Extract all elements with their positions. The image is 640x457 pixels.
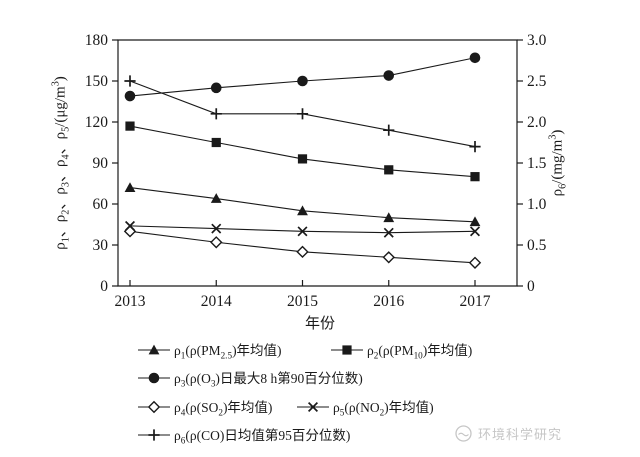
watermark: 环境科学研究 — [455, 424, 562, 443]
svg-text:180: 180 — [85, 32, 109, 49]
svg-text:0: 0 — [527, 278, 535, 295]
svg-text:2013: 2013 — [115, 293, 146, 310]
svg-text:2014: 2014 — [201, 293, 232, 310]
svg-text:1.0: 1.0 — [527, 196, 547, 213]
legend-item-rho5: ρ5(ρ(NO2)年均值) — [296, 396, 434, 418]
legend-label-rho5: ρ5(ρ(NO2)年均值) — [333, 400, 434, 418]
legend-label-rho1: ρ1(ρ(PM2.5)年均值) — [174, 343, 282, 361]
journal-logo-icon — [455, 425, 472, 442]
x-axis-label: 年份 — [304, 316, 336, 332]
svg-text:120: 120 — [85, 114, 109, 131]
diamond-open-marker-icon — [138, 400, 170, 414]
svg-text:0.5: 0.5 — [527, 237, 547, 254]
svg-text:0: 0 — [100, 278, 108, 295]
legend-item-rho1: ρ1(ρ(PM2.5)年均值) — [137, 339, 282, 361]
watermark-text: 环境科学研究 — [478, 427, 563, 442]
circle-filled-marker-icon — [138, 372, 170, 384]
plus-marker-icon — [138, 429, 170, 441]
svg-text:3.0: 3.0 — [527, 32, 547, 49]
svg-text:150: 150 — [85, 73, 109, 90]
line-chart-plot: 0 30 60 90 120 150 180 0 0.5 1.0 1.5 2.0 2.5 3.0 2013 2… — [85, 32, 547, 310]
legend-item-rho6: ρ6(ρ(CO)日均值第95百分位数) — [137, 424, 350, 446]
right-y-axis-label: ρ6/(mg/m3) — [547, 129, 569, 197]
svg-text:2015: 2015 — [287, 293, 318, 310]
legend-label-rho2: ρ2(ρ(PM10)年均值) — [367, 343, 473, 361]
svg-text:2016: 2016 — [373, 293, 404, 310]
svg-text:2.0: 2.0 — [527, 114, 547, 131]
triangle-filled-marker-icon — [138, 344, 170, 355]
svg-text:2017: 2017 — [460, 293, 491, 310]
svg-text:2.5: 2.5 — [527, 73, 547, 90]
square-filled-marker-icon — [331, 345, 363, 355]
svg-text:1.5: 1.5 — [527, 155, 547, 172]
legend-item-rho4: ρ4(ρ(SO2)年均值) — [137, 396, 272, 418]
svg-text:60: 60 — [93, 196, 109, 213]
legend-label-rho4: ρ4(ρ(SO2)年均值) — [174, 400, 273, 418]
legend-item-rho2: ρ2(ρ(PM10)年均值) — [330, 339, 472, 361]
left-y-axis-label: ρ1、ρ2、ρ3、ρ4、ρ5/(μg/m3) — [50, 76, 72, 250]
legend-label-rho6: ρ6(ρ(CO)日均值第95百分位数) — [174, 428, 351, 446]
x-cross-marker-icon — [297, 401, 329, 412]
svg-text:30: 30 — [93, 237, 109, 254]
legend-label-rho3: ρ3(ρ(O3)日最大8 h第90百分位数) — [174, 371, 363, 389]
svg-text:90: 90 — [93, 155, 109, 172]
legend-item-rho3: ρ3(ρ(O3)日最大8 h第90百分位数) — [137, 367, 363, 389]
